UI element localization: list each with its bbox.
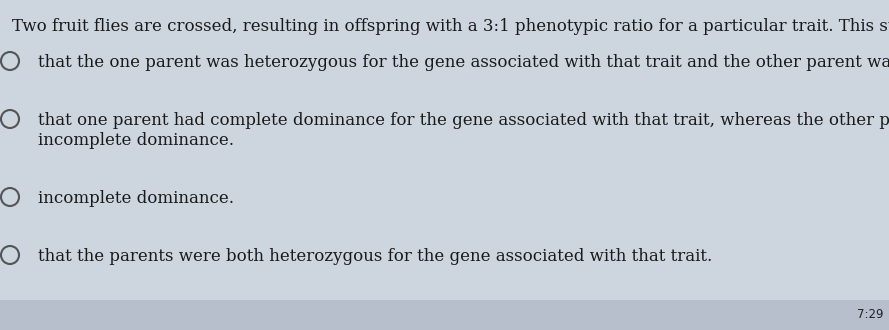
Text: that the parents were both heterozygous for the gene associated with that trait.: that the parents were both heterozygous … <box>38 248 712 265</box>
Text: Two fruit flies are crossed, resulting in offspring with a 3:1 phenotypic ratio : Two fruit flies are crossed, resulting i… <box>12 18 889 35</box>
Text: that the parents were both homozygous for the gene associated with that trait.: that the parents were both homozygous fo… <box>38 306 704 323</box>
Text: 7:29: 7:29 <box>858 308 884 320</box>
Text: that one parent had complete dominance for the gene associated with that trait, : that one parent had complete dominance f… <box>38 112 889 129</box>
Text: incomplete dominance.: incomplete dominance. <box>38 190 234 207</box>
Text: incomplete dominance.: incomplete dominance. <box>38 132 234 149</box>
FancyBboxPatch shape <box>0 300 889 330</box>
Text: that the one parent was heterozygous for the gene associated with that trait and: that the one parent was heterozygous for… <box>38 54 889 71</box>
